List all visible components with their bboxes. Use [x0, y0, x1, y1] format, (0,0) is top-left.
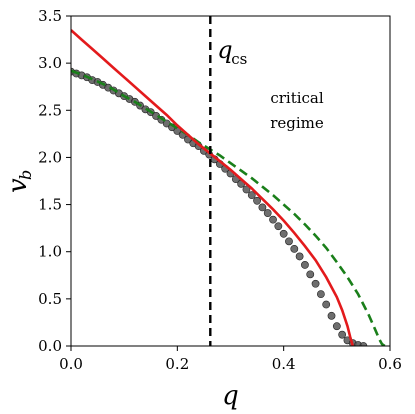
x-tick-label: 0.2: [165, 355, 189, 373]
y-tick-label: 0.5: [38, 290, 62, 308]
scatter-point: [242, 185, 251, 194]
scatter-point: [306, 270, 315, 279]
scatter-point: [247, 191, 256, 200]
scatter-point: [258, 203, 267, 212]
y-tick-label: 2.0: [38, 148, 62, 166]
plot-area: [71, 16, 386, 346]
scatter-point: [322, 300, 331, 309]
y-axis-label-main: v: [3, 178, 33, 193]
scatter-point: [269, 215, 277, 224]
y-tick-label: 0.0: [38, 337, 62, 355]
scatter-series: [71, 67, 368, 346]
scatter-point: [295, 252, 304, 261]
scatter-point: [332, 322, 341, 331]
vline-label-sub: cs: [231, 50, 247, 68]
scatter-point: [274, 222, 283, 231]
solid-line-series: [71, 29, 355, 346]
annotation-line-2: regime: [270, 114, 324, 132]
scatter-point: [327, 311, 336, 320]
x-tick-label: 0.6: [378, 355, 402, 373]
scatter-point: [311, 279, 320, 288]
scatter-point: [338, 330, 347, 339]
x-tick-label: 0.0: [59, 355, 83, 373]
y-tick-label: 3.5: [38, 7, 62, 25]
vline-label: q cs: [217, 36, 247, 68]
vline-label-main: q: [217, 36, 232, 64]
scatter-point: [285, 237, 293, 246]
y-axis-label: v b: [3, 170, 35, 193]
scatter-point: [301, 261, 309, 269]
plot-frame: [70, 15, 391, 347]
scatter-point: [290, 244, 299, 253]
axis-ticks: 0.0 0.2 0.4 0.6 0.0 0.5 1.0 1.5 2.0 2.5 3.0 3.5: [38, 7, 402, 373]
y-tick-label: 2.5: [38, 101, 62, 119]
y-tick-label: 3.0: [38, 54, 62, 72]
scatter-point: [279, 229, 288, 238]
y-tick-label: 1.5: [38, 196, 62, 214]
dashed-line-series: [71, 69, 386, 346]
scatter-point: [263, 209, 272, 217]
scatter-point: [253, 196, 261, 205]
annotation-line-1: critical: [270, 89, 324, 107]
x-tick-label: 0.4: [272, 355, 296, 373]
scatter-point: [316, 290, 325, 299]
y-axis-label-sub: b: [16, 170, 35, 180]
y-tick-label: 1.0: [38, 243, 62, 261]
x-axis-label: q: [222, 381, 239, 411]
